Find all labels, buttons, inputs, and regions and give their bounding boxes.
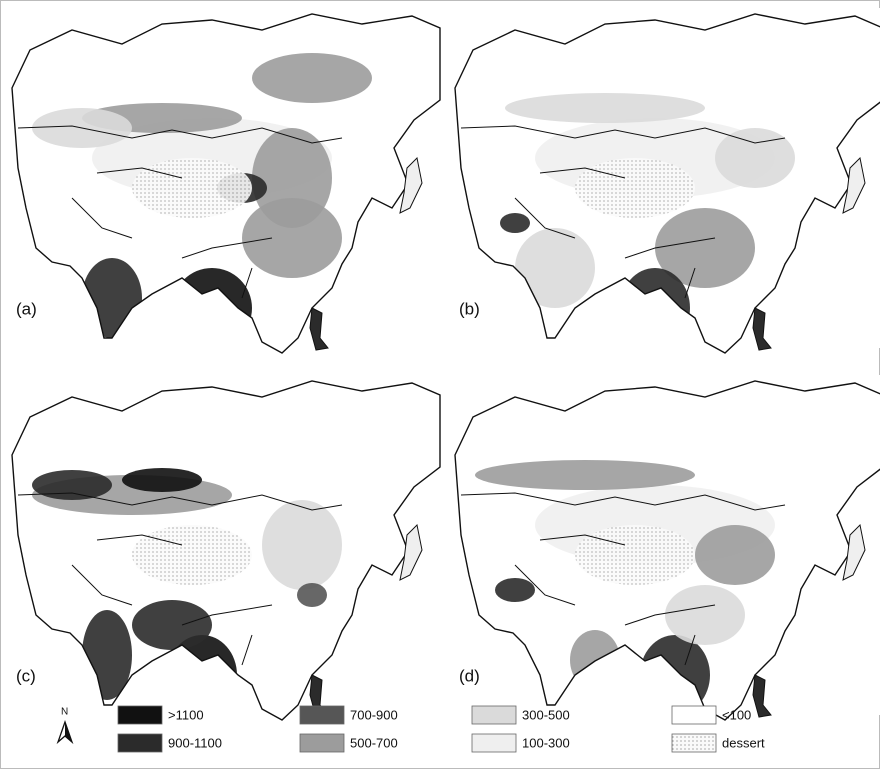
climate-zone	[495, 578, 535, 602]
climate-zone	[505, 93, 705, 123]
legend-swatch	[472, 706, 516, 724]
legend-label: >1100	[168, 707, 204, 722]
legend-swatch	[672, 706, 716, 724]
legend-label: dessert	[722, 735, 765, 750]
climate-zone	[132, 158, 252, 218]
figure: (a) (b) (c) (d) N >1100 900-1100 700-900 500-7…	[0, 0, 880, 769]
legend-label: 700-900	[350, 707, 398, 722]
climate-zone	[475, 460, 695, 490]
panel-label: (d)	[459, 666, 480, 685]
climate-zone	[122, 468, 202, 492]
map-panel: (c)	[12, 375, 440, 720]
north-label: N	[61, 707, 68, 718]
panel-label: (c)	[16, 666, 36, 685]
legend-label: 900-1100	[168, 735, 222, 750]
climate-zone	[297, 583, 327, 607]
panel-label: (a)	[16, 299, 37, 318]
map-panel: (a)	[12, 8, 440, 353]
climate-zone	[665, 585, 745, 645]
legend-label: 100-300	[522, 735, 570, 750]
legend-swatch	[118, 734, 162, 752]
legend-swatch	[672, 734, 716, 752]
legend-swatch	[300, 706, 344, 724]
climate-zone	[575, 525, 695, 585]
climate-zone	[715, 128, 795, 188]
map-panel: (d)	[455, 375, 880, 720]
panel-label: (b)	[459, 299, 480, 318]
climate-zone	[252, 53, 372, 103]
climate-zone	[262, 500, 342, 590]
legend-swatch	[472, 734, 516, 752]
climate-zone	[500, 213, 530, 233]
panels: (a) (b) (c) (d)	[12, 8, 880, 720]
legend-label: <100	[722, 707, 751, 722]
climate-zone	[132, 600, 212, 650]
map-panel: (b)	[455, 8, 880, 353]
climate-zone	[32, 470, 112, 500]
legend-label: 300-500	[522, 707, 570, 722]
legend-swatch	[300, 734, 344, 752]
climate-zone	[242, 198, 342, 278]
legend-swatch	[118, 706, 162, 724]
climate-zone	[575, 158, 695, 218]
climate-zone	[132, 525, 252, 585]
climate-zone	[695, 525, 775, 585]
legend-label: 500-700	[350, 735, 398, 750]
